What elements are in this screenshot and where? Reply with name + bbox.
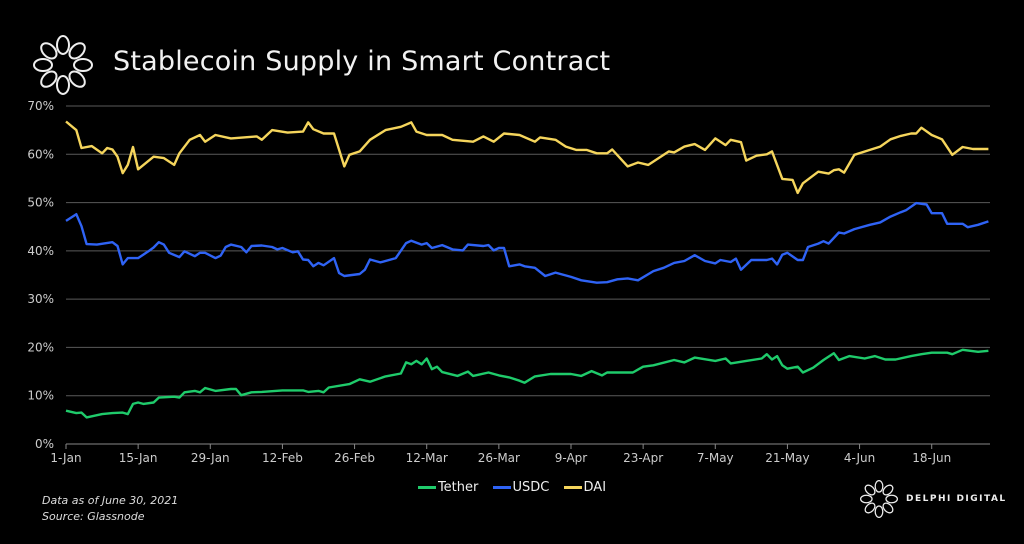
series-line-dai	[65, 120, 989, 195]
line-chart: 0% 10% 20% 30% 40% 50% 60% 70% 1-Jan 15-Jan 29-Jan…	[27, 99, 990, 465]
logo-loop	[860, 494, 873, 504]
logo-loop	[56, 75, 70, 95]
x-tick-label: 12-Feb	[262, 451, 303, 465]
x-tick-label: 9-Apr	[555, 451, 588, 465]
logo-loop	[885, 494, 898, 504]
legend-label: DAI	[583, 480, 607, 495]
logo-loop	[882, 484, 894, 496]
y-tick-label: 10%	[27, 389, 54, 403]
logo-loop	[56, 35, 70, 55]
logo-loop	[68, 42, 86, 60]
y-tick-label: 0%	[35, 437, 54, 451]
x-tick-label: 29-Jan	[191, 451, 230, 465]
x-tick-label: 4-Jun	[844, 451, 875, 465]
delphi-logo-icon	[33, 35, 93, 95]
legend-swatch	[563, 486, 582, 489]
y-tick-label: 60%	[27, 147, 54, 161]
x-tick-label: 18-Jun	[912, 451, 951, 465]
logo-loop	[864, 502, 876, 514]
legend-label: USDC	[512, 480, 550, 495]
logo-loop	[33, 58, 53, 72]
brand: DELPHI DIGITAL	[860, 480, 1007, 518]
delphi-logo-icon	[860, 480, 898, 518]
logo-loop	[882, 502, 894, 514]
x-tick-label: 23-Apr	[623, 451, 663, 465]
data-date-note: Data as of June 30, 2021	[42, 494, 179, 507]
y-tick-label: 50%	[27, 196, 54, 210]
x-tick-label: 1-Jan	[50, 451, 81, 465]
y-tick-label: 70%	[27, 99, 54, 113]
legend-swatch	[417, 486, 436, 489]
y-tick-label: 30%	[27, 292, 54, 306]
logo-loop	[874, 505, 884, 518]
logo-loop	[864, 484, 876, 496]
logo-loop	[874, 480, 884, 493]
legend: Tether USDC DAI	[0, 480, 1024, 495]
x-tick-label: 26-Mar	[478, 451, 520, 465]
x-tick-label: 12-Mar	[406, 451, 448, 465]
logo-loop	[73, 58, 93, 72]
legend-label: Tether	[437, 480, 479, 495]
series-line-usdc	[65, 201, 989, 284]
source-note: Source: Glassnode	[42, 510, 145, 523]
logo-loop	[40, 70, 58, 88]
logo-loop	[40, 42, 58, 60]
x-tick-label: 21-May	[765, 451, 809, 465]
logo-loop	[68, 70, 86, 88]
y-tick-label: 40%	[27, 244, 54, 258]
x-tick-label: 26-Feb	[334, 451, 375, 465]
brand-name: DELPHI DIGITAL	[906, 494, 1007, 504]
legend-item-usdc: USDC	[492, 480, 550, 495]
series-line-tether	[65, 348, 989, 419]
legend-item-tether: Tether	[417, 480, 479, 495]
chart-title: Stablecoin Supply in Smart Contract	[113, 46, 611, 77]
y-tick-label: 20%	[27, 340, 54, 354]
x-tick-label: 15-Jan	[119, 451, 158, 465]
legend-swatch	[492, 486, 511, 489]
legend-item-dai: DAI	[563, 480, 607, 495]
x-tick-label: 7-May	[697, 451, 734, 465]
